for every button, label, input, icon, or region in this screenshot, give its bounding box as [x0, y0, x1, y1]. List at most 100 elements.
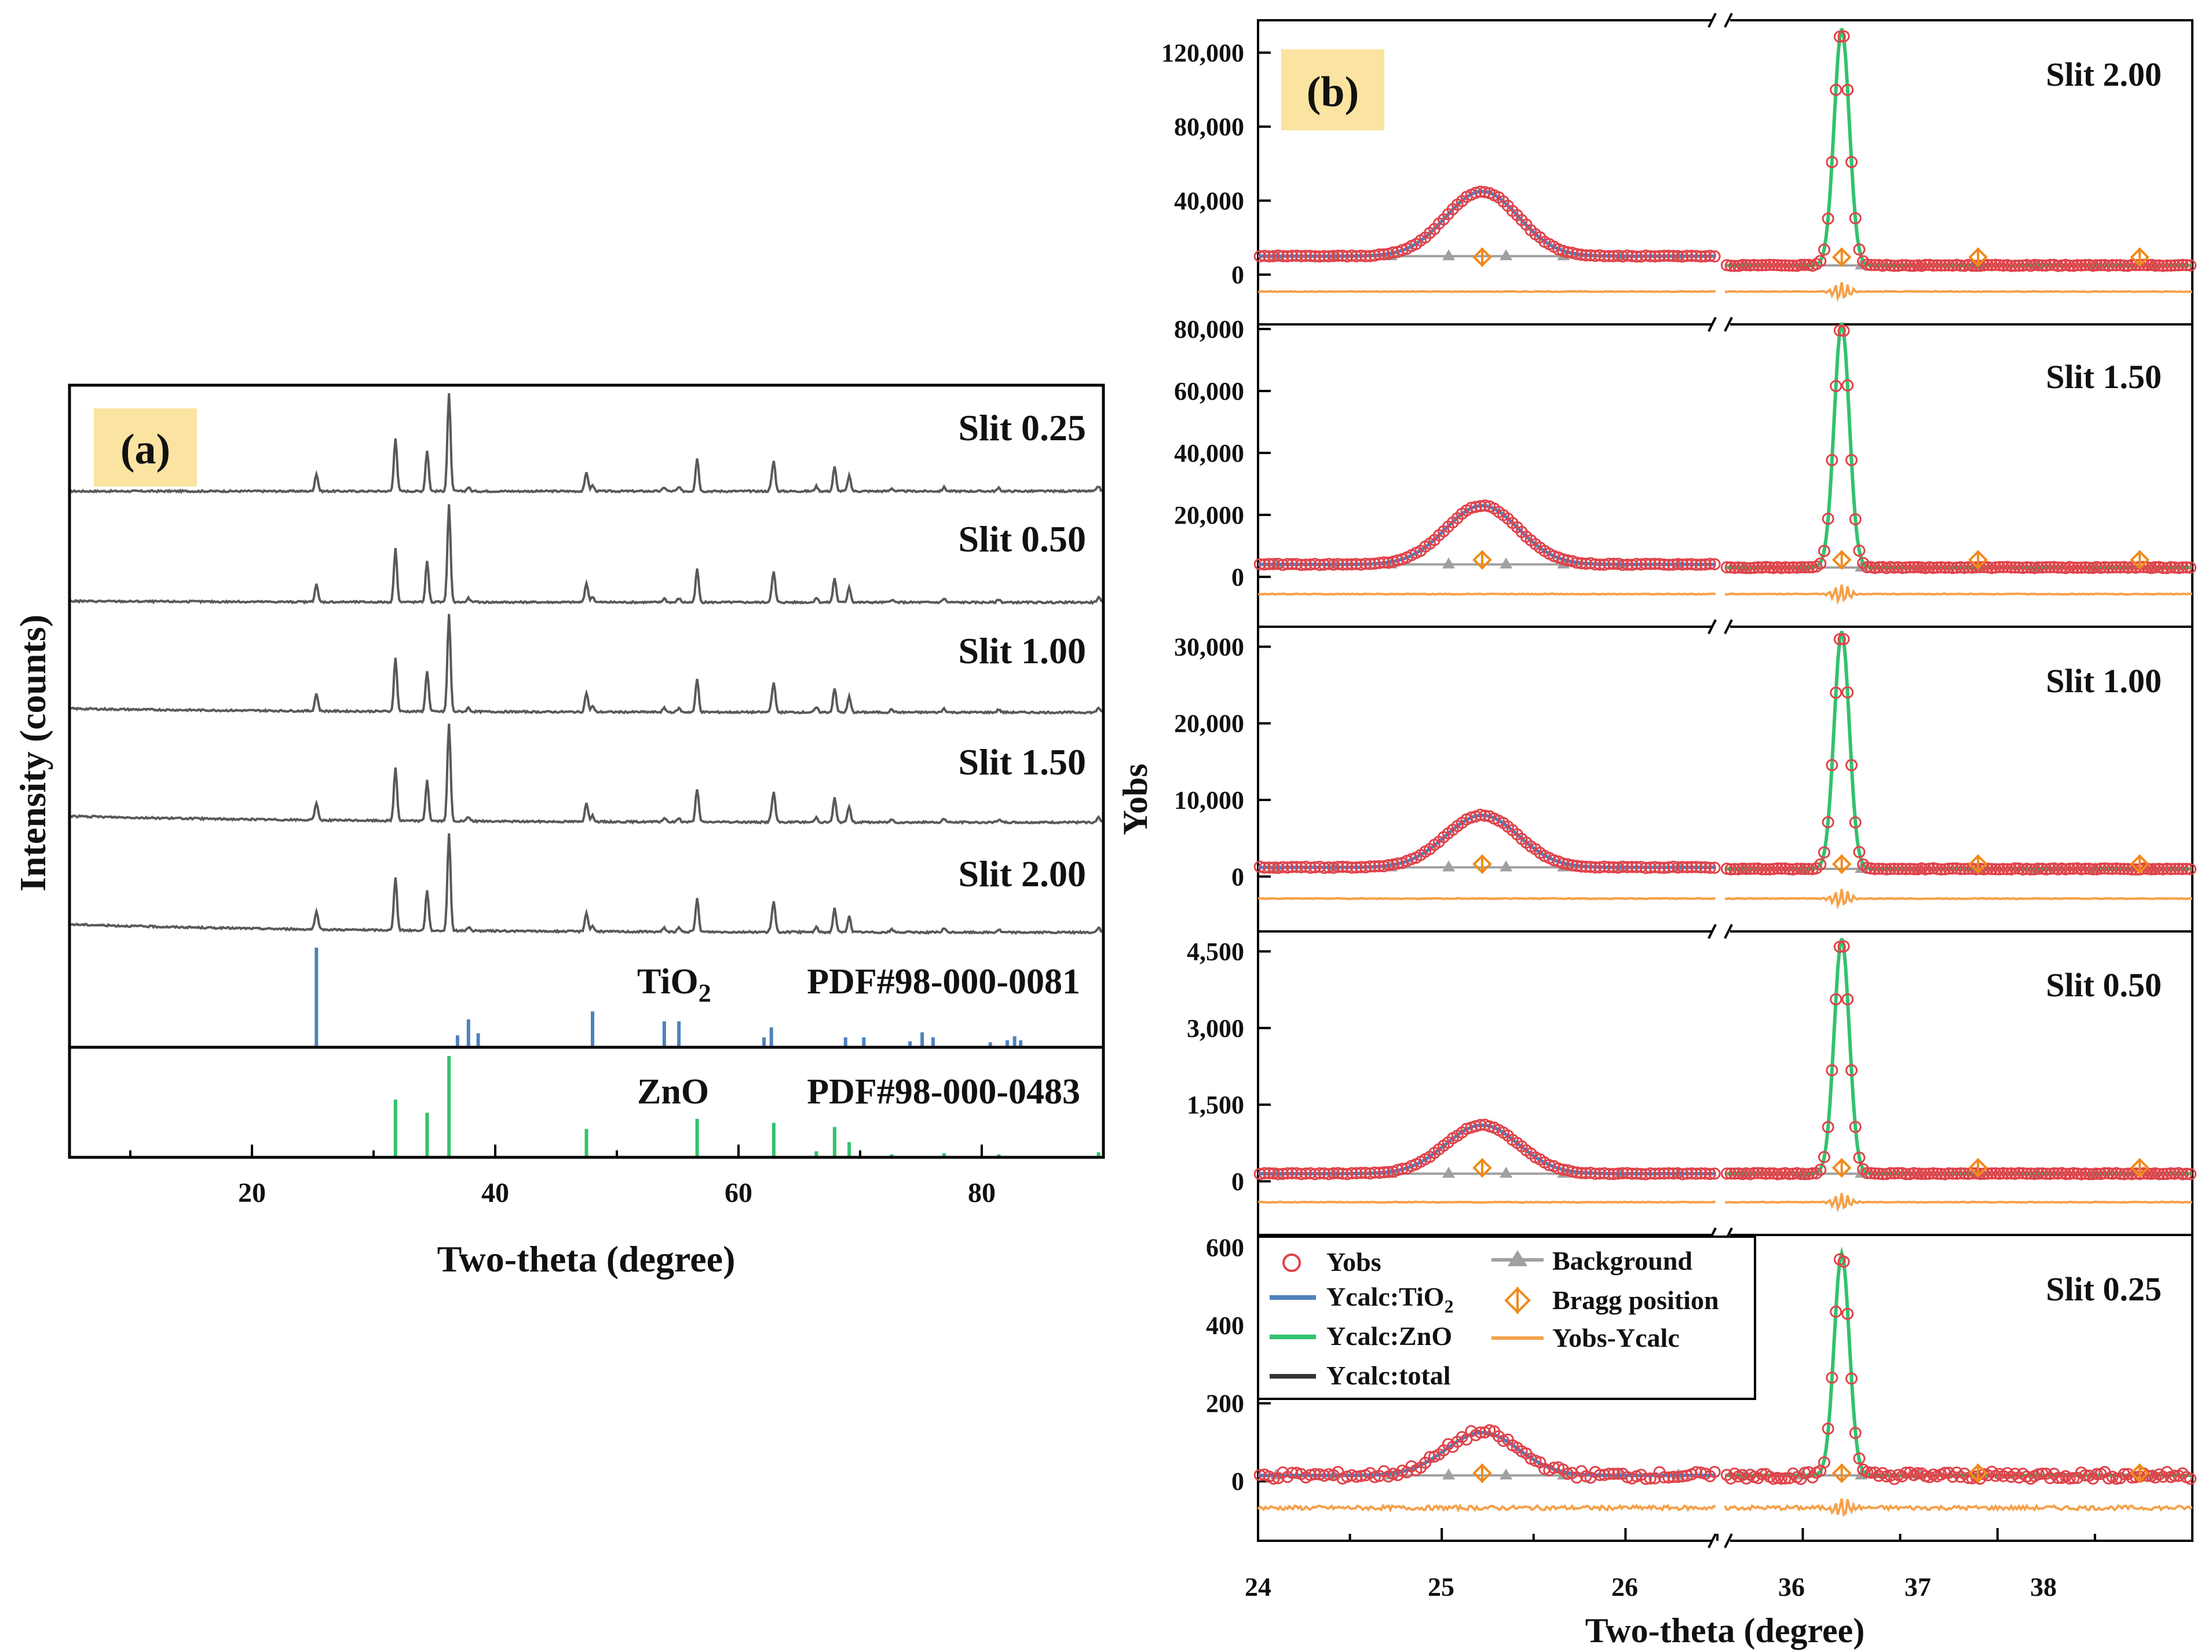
b-yobs-point: [1884, 1167, 1897, 1179]
b-yobs-point: [1728, 561, 1741, 574]
b-yobs-point: [2013, 1471, 2025, 1484]
b-yobs-point: [1313, 250, 1326, 263]
b-yobs-point: [1958, 862, 1971, 875]
b-yobs-point: [2180, 561, 2193, 573]
a-slit-label: Slit 0.50: [959, 518, 1086, 560]
b-yobs-point: [1662, 1471, 1675, 1484]
b-break-mark: [1708, 317, 1717, 332]
b-yobs-point: [1483, 1424, 1496, 1437]
b-slit-label: Slit 0.50: [2046, 966, 2162, 1004]
b-yobs-point: [1798, 258, 1811, 271]
b-yobs-point: [1989, 258, 2002, 271]
b-yobs-point: [1304, 861, 1317, 874]
b-subpanel: [1253, 317, 2197, 634]
b-yobs-point: [2017, 1167, 2029, 1179]
b-yobs-point: [1304, 1468, 1317, 1481]
b-yobs-point: [1332, 861, 1344, 873]
b-yobs-point: [2001, 1467, 2014, 1479]
b-yobs-point: [1864, 1467, 1877, 1479]
b-yobs-point: [1295, 558, 1307, 571]
b-yobs-point: [2020, 561, 2033, 573]
b-yobs-point: [1350, 250, 1363, 262]
b-yobs-point: [1373, 557, 1385, 569]
b-yobs-point: [1833, 324, 1846, 337]
b-yobs-point: [1970, 260, 1983, 272]
b-yobs-point: [1869, 1466, 1881, 1479]
b-yobs-point: [2036, 259, 2049, 272]
b-yobs-point: [1313, 1167, 1326, 1180]
b-yobs-point: [1708, 861, 1721, 874]
b-yobs-point: [1699, 1167, 1712, 1180]
b-yobs-point: [1740, 562, 1753, 575]
b-yobs-point: [1699, 861, 1712, 873]
b-yobs-point: [2024, 561, 2037, 574]
legend-bragg-label: Bragg position: [1552, 1285, 1719, 1315]
b-yobs-point: [1469, 500, 1482, 513]
b-yobs-point: [1258, 861, 1271, 874]
b-yobs-point: [1681, 558, 1694, 571]
b-yobs-point: [1681, 861, 1694, 873]
b-yobs-point: [2001, 863, 2014, 875]
b-yobs-point: [1474, 1119, 1487, 1131]
b-yobs-point: [1767, 862, 1780, 875]
b-yobs-point: [2087, 863, 2099, 876]
legend-background-marker: [1508, 1250, 1527, 1266]
a-y-axis-title: Intensity (counts): [12, 615, 53, 891]
b-yobs-point: [1946, 862, 1959, 875]
b-yobs-point: [1950, 1167, 1963, 1180]
b-yobs-point: [2184, 561, 2197, 574]
b-yobs-point: [1915, 561, 1928, 574]
b-yobs-point: [2165, 1167, 2177, 1180]
b-yobs-point: [2122, 1167, 2134, 1180]
b-yobs-point: [1465, 502, 1478, 514]
b-yobs-point: [1267, 1472, 1280, 1485]
b-yobs-point: [1368, 1471, 1381, 1483]
b-difference-line: [1724, 1498, 2193, 1517]
b-yobs-point: [1794, 1168, 1807, 1180]
b-yobs-point: [1332, 250, 1344, 262]
b-yobs-point: [1286, 250, 1299, 262]
b-yobs-point: [1322, 1168, 1335, 1180]
b-yobs-point: [1621, 1167, 1634, 1179]
b-yobs-point: [1318, 250, 1330, 262]
legend-box: [1257, 1236, 1756, 1400]
b-yobs-point: [2165, 561, 2177, 573]
b-yobs-point: [2075, 561, 2087, 574]
b-yobs-point: [1286, 861, 1299, 873]
b-yobs-point: [1295, 1168, 1307, 1180]
b-yobs-point: [2184, 863, 2197, 875]
b-yobs-point: [2184, 259, 2197, 272]
b-yobs-point: [1830, 1306, 1842, 1318]
b-yobs-point: [1580, 1167, 1592, 1179]
b-yobs-point: [2032, 862, 2045, 875]
b-yobs-point: [1939, 561, 1951, 574]
b-yobs-point: [1903, 260, 1916, 272]
b-yobs-point: [2169, 862, 2181, 875]
b-yobs-point: [1986, 259, 1998, 272]
b-yobs-point: [1612, 861, 1625, 874]
b-axis-break-gap: [1712, 321, 1730, 630]
b-yobs-point: [2090, 259, 2103, 272]
b-yobs-point: [1814, 557, 1827, 570]
b-yobs-point: [1903, 561, 1916, 573]
b-yobs-point: [1876, 862, 1889, 875]
b-yobs-point: [1566, 859, 1578, 872]
b-yobs-point: [1644, 558, 1657, 571]
b-y-tick-label: 80,000: [1174, 315, 1244, 343]
b-yobs-point: [2028, 258, 2041, 271]
b-yobs-point: [1304, 558, 1317, 571]
b-yobs-point: [1783, 863, 1796, 875]
b-yobs-point: [1911, 1467, 1924, 1479]
b-yobs-point: [1350, 861, 1363, 874]
b-yobs-point: [1931, 561, 1943, 574]
b-yobs-point: [1322, 558, 1335, 571]
b-yobs-point: [2009, 1467, 2021, 1480]
b-yobs-point: [1469, 187, 1482, 199]
a-slit-label: Slit 1.00: [959, 630, 1086, 671]
b-yobs-point: [1281, 1167, 1294, 1180]
b-yobs-point: [1355, 558, 1368, 571]
b-background-marker: [1442, 557, 1456, 569]
b-yobs-point: [2184, 1472, 2197, 1485]
b-yobs-point: [1958, 1167, 1971, 1180]
b-yobs-point: [2149, 561, 2162, 573]
